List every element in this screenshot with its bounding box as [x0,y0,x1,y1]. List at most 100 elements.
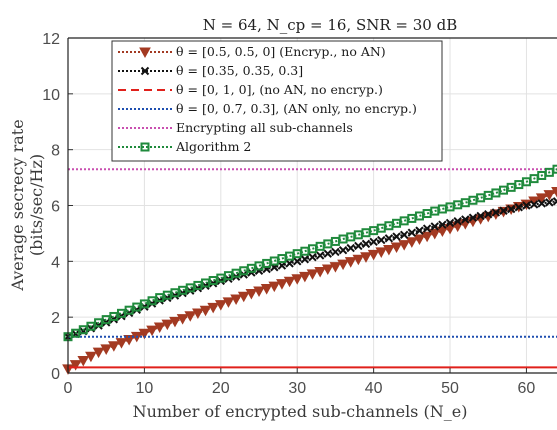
series-0-point-shape [375,247,388,258]
x-tick-label: 10 [136,380,154,397]
x-tick-label: 30 [288,380,306,397]
series-0-point-shape [260,284,273,295]
series-0-point-shape [237,291,250,303]
series-0-point [169,316,181,328]
series-1-point-shape [293,257,302,266]
series-0-point [245,288,258,300]
series-1-point [384,234,394,243]
series-1-point-shape [438,220,447,229]
series-1-point-shape [415,226,424,235]
series-0-point [535,193,548,204]
x-tick-label: 60 [518,380,536,397]
series-1-point-shape [323,249,332,258]
series-1-point-shape [308,252,317,262]
series-1-point [506,204,516,214]
series-0-point-shape [367,249,380,261]
series-0-point-shape [291,274,304,285]
series-0-point-shape [184,311,197,322]
series-1-point [331,247,340,257]
x-tick-label: 40 [365,380,383,397]
series-1-point [346,243,355,253]
plot-area [62,164,557,375]
series-0-point-shape [138,328,151,340]
series-1-point-shape [422,224,432,233]
series-0-point [413,234,426,246]
y-tick-label: 0 [51,366,60,383]
series-1-point [514,203,524,212]
series-0-point-shape [383,244,395,256]
series-1-point-shape [537,199,546,208]
series-0-point-shape [405,237,418,248]
series-0-point [100,344,113,355]
series-0-point [436,226,449,238]
series-0-point-shape [276,279,288,290]
series-1-point-shape [552,197,557,206]
series-0-point [77,355,90,367]
series-0-point [291,274,304,285]
series-0-point-shape [69,360,82,371]
series-0-point-shape [344,257,357,268]
series-1-point [399,230,409,240]
y-tick-label: 4 [51,254,60,271]
series-0-point [123,335,135,346]
series-1-point-shape [522,201,531,210]
legend-marker-1 [140,66,150,76]
series-1-point-shape [430,222,439,231]
series-1-point [323,249,332,258]
series-1-point [277,261,287,270]
series-1-point-shape [476,211,485,221]
series-0-point [260,284,273,295]
series-0-point-shape [77,355,90,367]
series-0-point-shape [413,234,426,246]
series-0-point [115,338,128,349]
series-0-point-shape [85,351,97,363]
series-0-point-shape [352,254,365,266]
series-1-point-shape [545,198,554,207]
series-1-point [552,197,557,206]
series-1-point [285,259,294,268]
series-1-point [537,199,546,208]
series-1-point [522,201,531,210]
series-1-point-shape [461,215,470,224]
tick-labels: 0 10 20 30 40 50 60 0 2 4 6 8 10 12 [42,31,535,397]
legend-label-5: Algorithm 2 [175,139,251,154]
series-0-point [214,300,227,311]
series-0-point [360,252,372,263]
series-0-point-shape [428,228,441,240]
series-1-point [461,215,470,224]
y-tick-label: 10 [42,87,60,104]
series-1-point-shape [285,259,294,268]
series-1-point [438,220,447,229]
series-0-point [337,259,349,271]
series-0-point [207,302,220,314]
series-1-point-shape [445,218,455,228]
series-1-point-shape [407,228,417,237]
legend-marker-5 [140,142,150,152]
series-0-point [192,308,204,320]
series-0-point-shape [436,226,449,238]
series-0-point [85,351,97,363]
series-0-point [153,322,166,333]
series-0-point-shape [123,335,135,346]
series-1-point [468,213,478,222]
series-0-point [367,249,380,261]
series-5-point-shape [552,164,557,174]
series-1-point [392,232,401,241]
series-0-point-shape [92,347,105,359]
series-0-point-shape [153,322,166,333]
series-1-point [491,208,501,217]
series-1-point [484,210,493,219]
series-0-point [268,281,281,293]
legend-marker-0 [139,47,151,59]
series-1-point [315,251,325,260]
y-axis-label-line1: Average secrecy rate [8,119,27,291]
series-0-point [176,314,189,325]
series-0-point [184,311,197,322]
series-0-point [551,187,557,198]
series-0-point-shape [253,286,265,298]
series-0-point [138,328,151,340]
series-0-point-shape [207,302,220,314]
series-1-point-shape [377,235,386,245]
series-1-point [300,255,310,264]
series-1-point [369,237,378,246]
